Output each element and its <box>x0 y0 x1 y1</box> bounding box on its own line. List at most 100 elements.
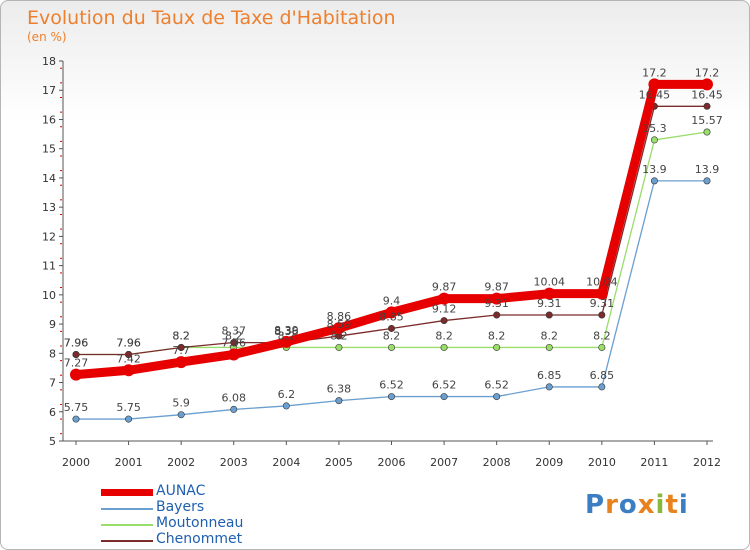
x-tick-label: 2003 <box>220 456 248 469</box>
data-label: 17.2 <box>695 66 720 79</box>
data-point <box>335 397 343 405</box>
data-point <box>598 311 606 319</box>
data-point <box>440 343 448 351</box>
data-label: 7.96 <box>116 336 141 349</box>
data-point <box>122 364 135 377</box>
y-tick-label: 11 <box>42 260 56 273</box>
data-label: 9.4 <box>383 294 401 307</box>
y-tick-label: 12 <box>42 230 56 243</box>
data-label: 5.75 <box>64 401 89 414</box>
y-tick-label: 14 <box>42 172 56 185</box>
data-label: 6.2 <box>278 388 296 401</box>
legend-item-bayers: Bayers <box>101 499 321 517</box>
x-tick-label: 2011 <box>640 456 668 469</box>
legend-label-moutonneau: Moutonneau <box>156 515 244 531</box>
data-label: 9.87 <box>432 281 457 294</box>
y-tick-label: 15 <box>42 143 56 156</box>
data-label: 8.39 <box>274 324 299 337</box>
x-tick-label: 2007 <box>430 456 458 469</box>
data-point <box>703 177 711 185</box>
data-point <box>545 311 553 319</box>
x-tick-label: 2010 <box>588 456 616 469</box>
logo-letter: i <box>655 490 666 520</box>
data-point <box>595 287 608 300</box>
data-label: 13.9 <box>695 163 720 176</box>
proxiti-logo: Proxiti <box>585 490 689 520</box>
data-point <box>703 102 711 110</box>
legend-item-chenommet: Chenommet <box>101 531 321 549</box>
data-point <box>125 415 133 423</box>
data-label: 9.31 <box>484 297 509 310</box>
x-tick-label: 2004 <box>272 456 300 469</box>
logo-letter: r <box>605 490 619 520</box>
data-label: 6.52 <box>432 379 457 392</box>
data-point <box>177 343 185 351</box>
x-tick-label: 2001 <box>115 456 143 469</box>
data-point <box>493 343 501 351</box>
data-label: 9.87 <box>484 281 509 294</box>
data-point <box>545 383 553 391</box>
x-tick-label: 2006 <box>378 456 406 469</box>
x-tick-label: 2002 <box>167 456 195 469</box>
x-tick-label: 2008 <box>483 456 511 469</box>
data-label: 8.85 <box>379 310 404 323</box>
data-label: 7.96 <box>64 336 89 349</box>
chart-subtitle: (en %) <box>27 30 67 44</box>
logo-letter: i <box>678 490 689 520</box>
data-label: 8.2 <box>593 329 611 342</box>
data-point <box>177 411 185 419</box>
data-label: 7.7 <box>172 344 190 357</box>
data-point <box>332 322 345 335</box>
data-label: 8.86 <box>327 310 352 323</box>
data-point <box>703 128 711 136</box>
data-point <box>493 311 501 319</box>
legend-item-moutonneau: Moutonneau <box>101 515 321 533</box>
legend-label-chenommet: Chenommet <box>156 531 243 547</box>
data-label: 9.31 <box>537 297 562 310</box>
data-point <box>648 78 661 91</box>
data-label: 16.45 <box>639 88 671 101</box>
logo-letter: t <box>665 490 679 520</box>
data-point <box>70 368 82 381</box>
legend-swatch-aunac <box>101 489 153 496</box>
data-point <box>175 356 188 369</box>
data-label: 5.75 <box>116 401 141 414</box>
legend-swatch-chenommet <box>101 540 153 542</box>
logo-letter: P <box>585 490 606 520</box>
data-point <box>72 415 80 423</box>
y-tick-label: 9 <box>49 318 56 331</box>
data-point <box>440 393 448 401</box>
y-tick-label: 10 <box>42 289 56 302</box>
data-point <box>280 335 293 348</box>
data-point <box>490 292 503 305</box>
data-label: 8.2 <box>278 329 296 342</box>
data-label: 8.2 <box>172 329 190 342</box>
data-label: 16.45 <box>691 88 723 101</box>
data-label: 17.2 <box>642 66 667 79</box>
data-label: 6.85 <box>590 369 615 382</box>
chart-legend: AUNAC Bayers Moutonneau Chenommet <box>101 483 321 549</box>
data-point <box>385 306 398 319</box>
data-label: 10.04 <box>534 276 566 289</box>
y-tick-label: 13 <box>42 201 56 214</box>
data-point <box>387 343 395 351</box>
logo-letter: o <box>618 490 638 520</box>
data-label: 8.2 <box>488 329 506 342</box>
y-tick-label: 16 <box>42 113 56 126</box>
y-tick-label: 7 <box>49 377 56 390</box>
data-point <box>230 338 238 346</box>
data-label: 6.08 <box>222 391 247 404</box>
legend-item-aunac: AUNAC <box>101 483 321 501</box>
data-label: 7.42 <box>116 352 141 365</box>
data-label: 8.2 <box>541 329 559 342</box>
data-label: 6.85 <box>537 369 562 382</box>
data-label: 8.36 <box>274 325 299 338</box>
y-tick-label: 6 <box>49 406 56 419</box>
data-label: 8.59 <box>327 318 352 331</box>
legend-swatch-moutonneau <box>101 524 153 526</box>
data-point <box>598 383 606 391</box>
data-label: 6.52 <box>484 379 509 392</box>
data-point <box>650 177 658 185</box>
data-label: 7.96 <box>116 336 141 349</box>
